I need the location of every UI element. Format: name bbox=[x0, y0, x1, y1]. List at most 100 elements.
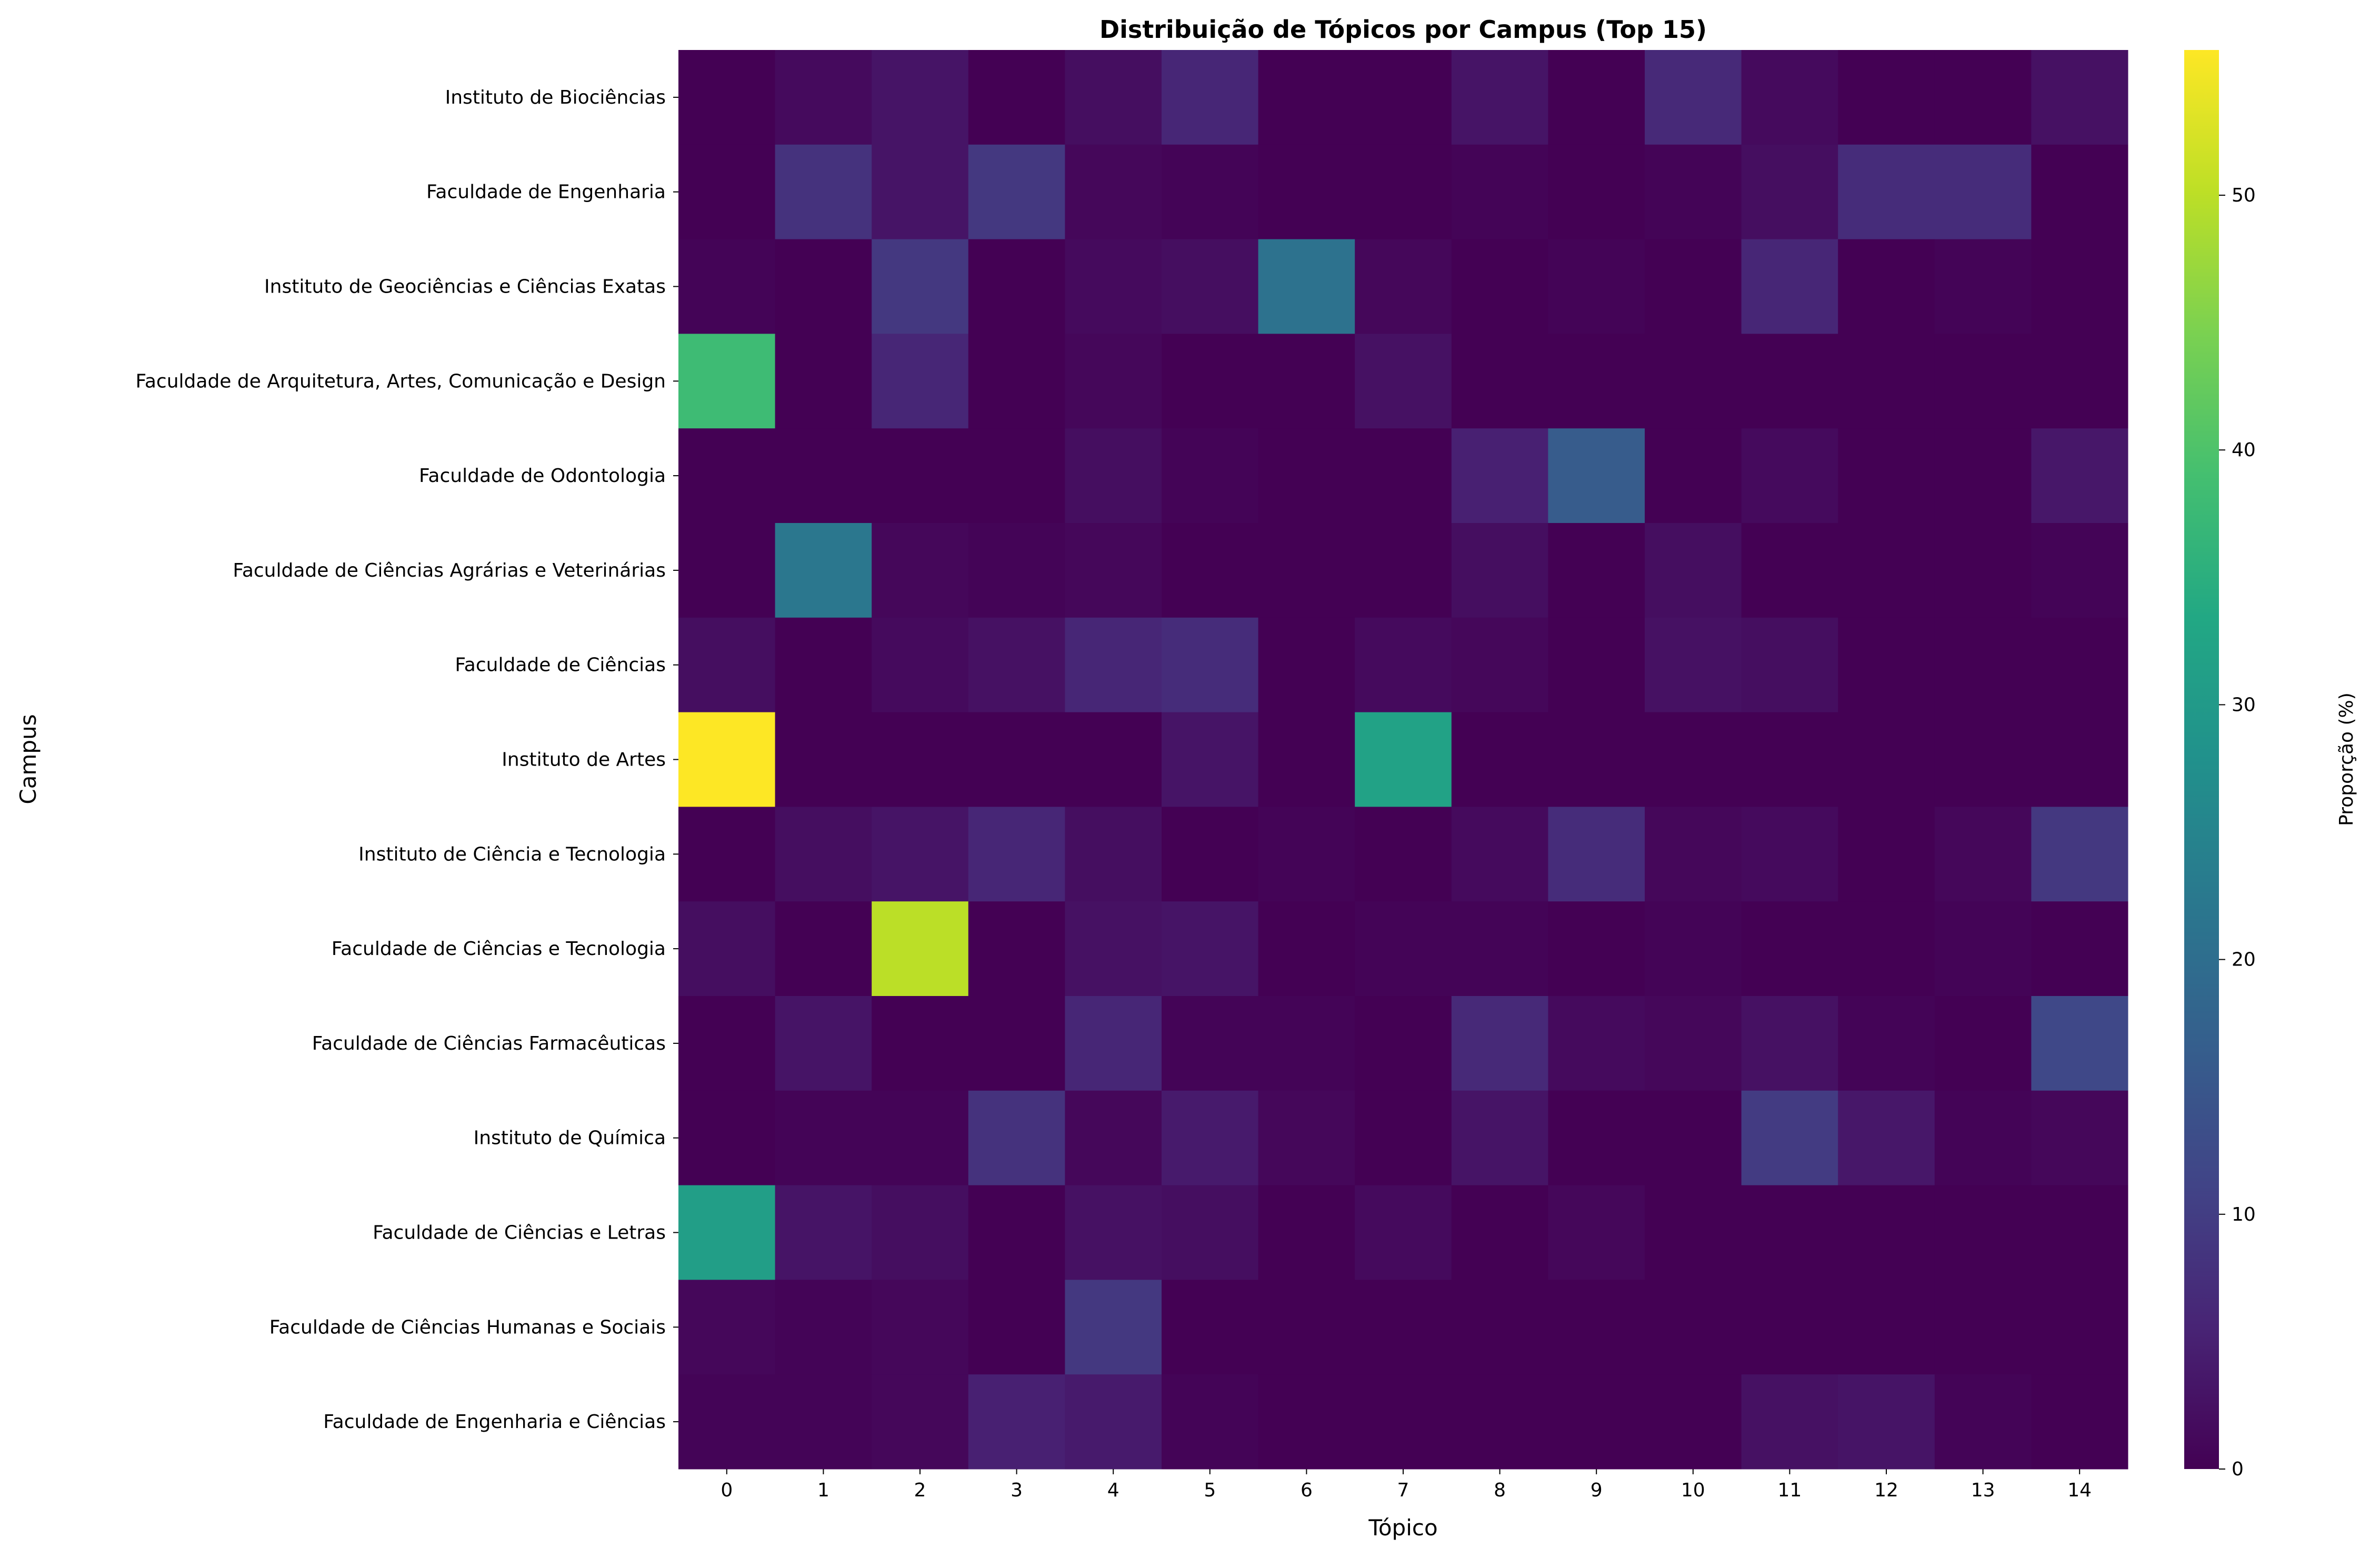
heatmap-cell bbox=[1934, 1185, 2032, 1280]
heatmap-cell bbox=[1548, 996, 1645, 1091]
heatmap-cell bbox=[1645, 617, 1742, 713]
heatmap-cell bbox=[678, 144, 776, 240]
heatmap-cell bbox=[1934, 239, 2032, 334]
heatmap-cell bbox=[1065, 1280, 1162, 1375]
heatmap-cell bbox=[2031, 901, 2128, 997]
heatmap-cell bbox=[775, 807, 872, 902]
heatmap-cell bbox=[1355, 523, 1452, 618]
heatmap-cell bbox=[1645, 239, 1742, 334]
y-axis-label: Campus bbox=[15, 714, 41, 804]
heatmap-cell bbox=[872, 901, 969, 997]
heatmap-cell bbox=[1451, 523, 1548, 618]
heatmap-cell bbox=[1065, 996, 1162, 1091]
heatmap-cell bbox=[1741, 712, 1838, 807]
y-tick-label: Faculdade de Ciências e Letras bbox=[373, 1222, 666, 1244]
heatmap-cell bbox=[968, 996, 1065, 1091]
colorbar-tick-label: 10 bbox=[2232, 1204, 2256, 1225]
heatmap-cell bbox=[1065, 334, 1162, 429]
heatmap-cell bbox=[1838, 144, 1935, 240]
heatmap-cell bbox=[2031, 807, 2128, 902]
heatmap-cell bbox=[1838, 50, 1935, 145]
heatmap-cell bbox=[1838, 1374, 1935, 1470]
heatmap-cell bbox=[1934, 50, 2032, 145]
heatmap-cell bbox=[1065, 239, 1162, 334]
heatmap-cell bbox=[1162, 1090, 1259, 1186]
heatmap-cell bbox=[1258, 996, 1355, 1091]
y-tick-label: Instituto de Biociências bbox=[445, 87, 666, 108]
heatmap-cell bbox=[2031, 996, 2128, 1091]
heatmap-cell bbox=[1258, 50, 1355, 145]
heatmap-cell bbox=[1548, 807, 1645, 902]
heatmap-cell bbox=[1741, 617, 1838, 713]
heatmap-cell bbox=[1355, 1374, 1452, 1470]
heatmap-cell bbox=[872, 712, 969, 807]
heatmap-cell bbox=[1838, 996, 1935, 1091]
heatmap-cell bbox=[775, 1280, 872, 1375]
heatmap-cell bbox=[1162, 712, 1259, 807]
heatmap-cell bbox=[1645, 901, 1742, 997]
heatmap-cell bbox=[678, 712, 776, 807]
heatmap-cell bbox=[775, 617, 872, 713]
y-tick-label: Instituto de Artes bbox=[502, 749, 666, 771]
heatmap-cell bbox=[968, 428, 1065, 524]
heatmap-cell bbox=[1258, 523, 1355, 618]
chart-title: Distribuição de Tópicos por Campus (Top … bbox=[1099, 15, 1707, 44]
heatmap-cell bbox=[1645, 334, 1742, 429]
heatmap-cell bbox=[2031, 1280, 2128, 1375]
heatmap-cell bbox=[1741, 1280, 1838, 1375]
heatmap-cell bbox=[1934, 523, 2032, 618]
heatmap-cell bbox=[1162, 1185, 1259, 1280]
heatmap-cell bbox=[968, 144, 1065, 240]
heatmap-cell bbox=[872, 617, 969, 713]
heatmap-cell bbox=[1162, 144, 1259, 240]
x-tick-label: 10 bbox=[1681, 1480, 1705, 1501]
heatmap-cell bbox=[678, 807, 776, 902]
heatmap-cell bbox=[2031, 617, 2128, 713]
heatmap-cell bbox=[1548, 428, 1645, 524]
heatmap-cell bbox=[775, 1090, 872, 1186]
heatmap-cell bbox=[1451, 144, 1548, 240]
x-tick-label: 14 bbox=[2067, 1480, 2092, 1501]
heatmap-cell bbox=[1451, 712, 1548, 807]
heatmap-cell bbox=[1838, 807, 1935, 902]
heatmap-cell bbox=[1741, 523, 1838, 618]
heatmap-cell bbox=[872, 523, 969, 618]
heatmap-cell bbox=[1451, 807, 1548, 902]
heatmap-cell bbox=[1162, 901, 1259, 997]
y-tick-label: Instituto de Geociências e Ciências Exat… bbox=[264, 276, 666, 298]
heatmap-cell bbox=[1741, 334, 1838, 429]
colorbar-ticks: 0 10 20 30 40 50 bbox=[2219, 185, 2256, 1480]
heatmap-cell bbox=[678, 428, 776, 524]
heatmap-cell bbox=[775, 1185, 872, 1280]
heatmap-cell bbox=[1934, 617, 2032, 713]
heatmap-cell bbox=[1548, 1280, 1645, 1375]
heatmap-cell bbox=[1645, 1374, 1742, 1470]
heatmap-cell bbox=[968, 239, 1065, 334]
colorbar-tick-label: 30 bbox=[2232, 694, 2256, 716]
heatmap-cell bbox=[1934, 428, 2032, 524]
heatmap-cell bbox=[1355, 1185, 1452, 1280]
heatmap-cell bbox=[678, 901, 776, 997]
heatmap-cell bbox=[1934, 807, 2032, 902]
heatmap-cell bbox=[1548, 712, 1645, 807]
heatmap-cell bbox=[1355, 50, 1452, 145]
heatmap-cell bbox=[1645, 428, 1742, 524]
heatmap-cell bbox=[1258, 1185, 1355, 1280]
heatmap-cell bbox=[968, 901, 1065, 997]
heatmap-cell bbox=[1838, 1090, 1935, 1186]
heatmap-cell bbox=[1548, 617, 1645, 713]
heatmap-cell bbox=[1162, 239, 1259, 334]
heatmap-cell bbox=[2031, 239, 2128, 334]
heatmap-cell bbox=[968, 334, 1065, 429]
heatmap-cell bbox=[1258, 239, 1355, 334]
colorbar-tick-label: 0 bbox=[2232, 1459, 2244, 1480]
y-tick-label: Instituto de Química bbox=[474, 1128, 666, 1149]
heatmap-cell bbox=[2031, 1374, 2128, 1470]
heatmap-cell bbox=[1838, 901, 1935, 997]
heatmap-cell bbox=[968, 617, 1065, 713]
heatmap-cell bbox=[678, 1185, 776, 1280]
heatmap-cell bbox=[1258, 334, 1355, 429]
heatmap-cell bbox=[1934, 1280, 2032, 1375]
heatmap-cell bbox=[1934, 996, 2032, 1091]
y-tick-label: Faculdade de Ciências e Tecnologia bbox=[332, 938, 666, 960]
